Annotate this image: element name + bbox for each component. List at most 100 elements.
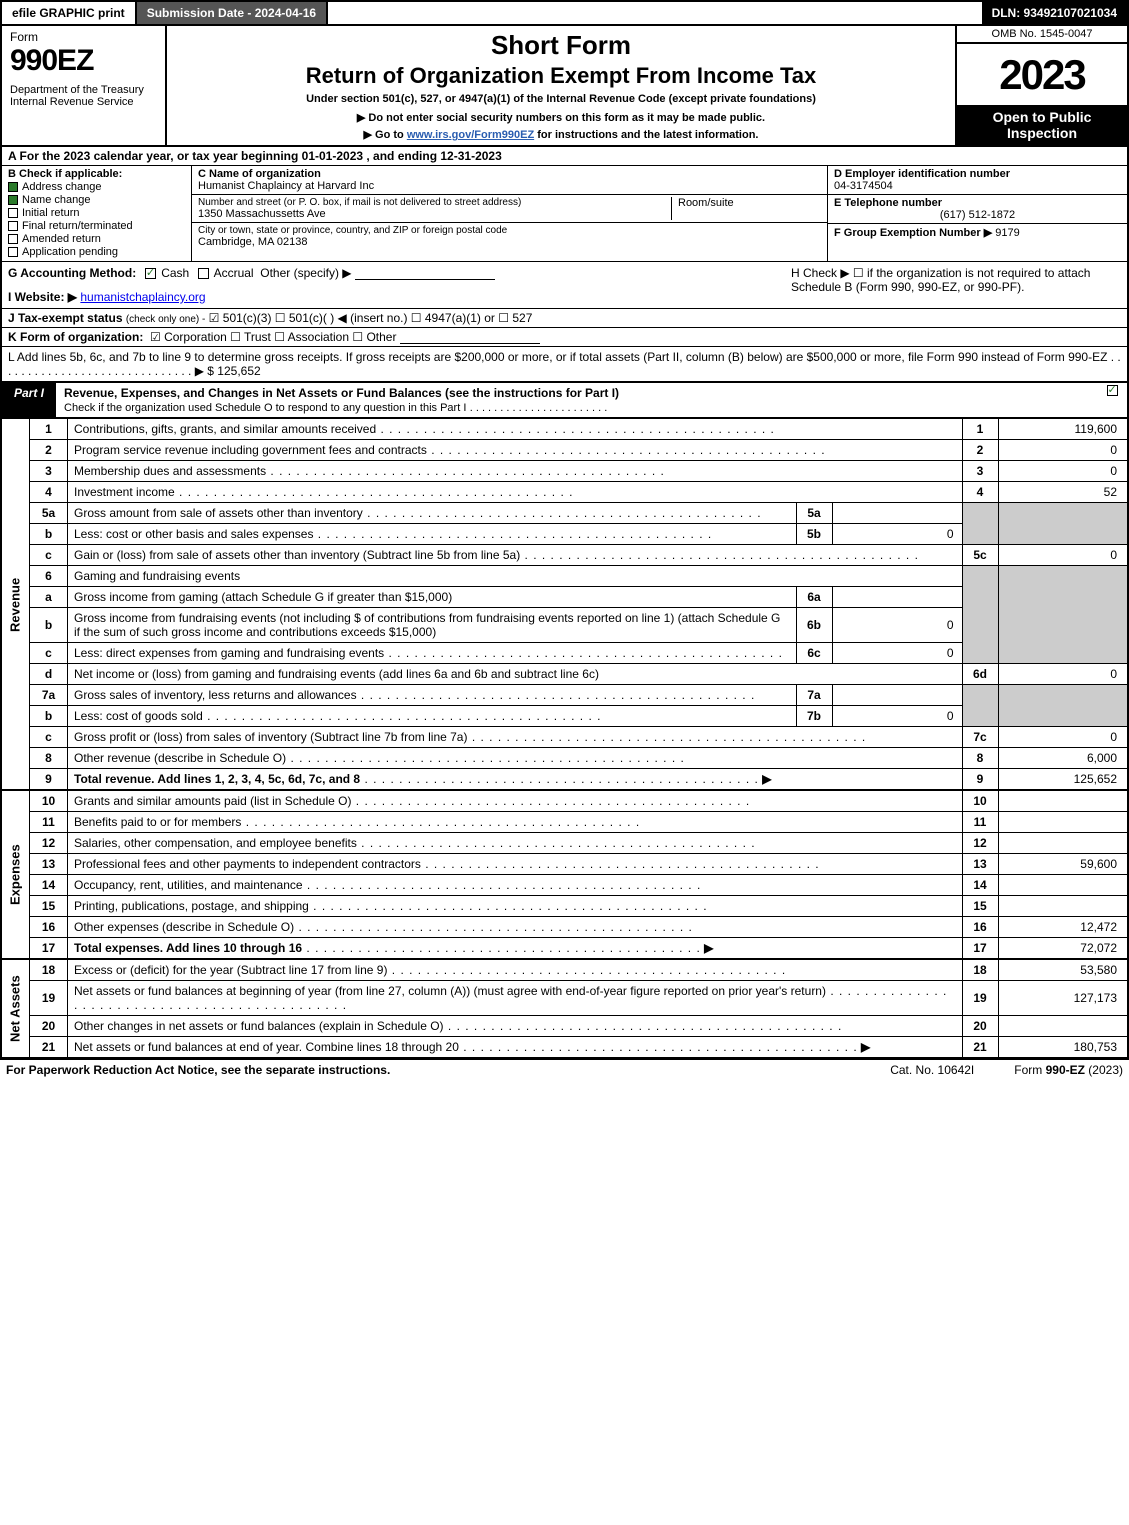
line-desc: Gross profit or (loss) from sales of inv… xyxy=(74,730,467,744)
line-7b: b Less: cost of goods sold 7b 0 xyxy=(1,706,1128,727)
line-num: 12 xyxy=(30,833,68,854)
cb-final-return[interactable]: Final return/terminated xyxy=(8,220,185,232)
line-6b: b Gross income from fundraising events (… xyxy=(1,608,1128,643)
line-11: 11 Benefits paid to or for members 11 xyxy=(1,812,1128,833)
line-desc: Grants and similar amounts paid (list in… xyxy=(74,794,351,808)
line-15: 15 Printing, publications, postage, and … xyxy=(1,896,1128,917)
line-num: 11 xyxy=(30,812,68,833)
f-group-exemption: F Group Exemption Number ▶ 9179 xyxy=(828,224,1127,241)
line-desc: Occupancy, rent, utilities, and maintena… xyxy=(74,878,303,892)
line-desc: Membership dues and assessments xyxy=(74,464,266,478)
city-label: City or town, state or province, country… xyxy=(198,225,507,236)
short-form-title: Short Form xyxy=(175,30,947,61)
part-1-checkbox[interactable] xyxy=(1097,383,1127,417)
right-val xyxy=(998,812,1128,833)
shaded-cell xyxy=(998,566,1128,664)
right-num: 15 xyxy=(962,896,998,917)
right-num: 19 xyxy=(962,981,998,1016)
form-header: Form 990EZ Department of the Treasury In… xyxy=(0,26,1129,147)
line-desc: Salaries, other compensation, and employ… xyxy=(74,836,357,850)
sub3-pre: ▶ Go to xyxy=(364,129,407,141)
right-num: 8 xyxy=(962,748,998,769)
c-city: City or town, state or province, country… xyxy=(192,223,827,250)
mid-val xyxy=(832,587,962,608)
line-desc: Total expenses. Add lines 10 through 16 xyxy=(74,941,302,955)
form-word: Form xyxy=(10,30,157,44)
g-cash: Cash xyxy=(161,266,189,280)
right-val: 52 xyxy=(998,482,1128,503)
irs-link[interactable]: www.irs.gov/Form990EZ xyxy=(407,129,534,141)
line-desc: Printing, publications, postage, and shi… xyxy=(74,899,309,913)
mid-num: 6b xyxy=(796,608,832,643)
cb-accrual[interactable] xyxy=(198,268,209,279)
line-6d: d Net income or (loss) from gaming and f… xyxy=(1,664,1128,685)
cb-name-change[interactable]: Name change xyxy=(8,194,185,206)
cb-amended-return[interactable]: Amended return xyxy=(8,233,185,245)
g-other-blank[interactable] xyxy=(355,268,495,280)
k-other-blank[interactable] xyxy=(400,332,540,344)
part-1-header: Part I Revenue, Expenses, and Changes in… xyxy=(0,382,1129,419)
row-a-calendar-year: A For the 2023 calendar year, or tax yea… xyxy=(0,147,1129,166)
footer-post: (2023) xyxy=(1085,1063,1123,1077)
right-num: 2 xyxy=(962,440,998,461)
cb-label: Final return/terminated xyxy=(22,220,133,232)
line-num: 10 xyxy=(30,790,68,812)
line-5a: 5a Gross amount from sale of assets othe… xyxy=(1,503,1128,524)
right-val: 0 xyxy=(998,461,1128,482)
line-2: 2 Program service revenue including gove… xyxy=(1,440,1128,461)
line-desc: Excess or (deficit) for the year (Subtra… xyxy=(74,963,387,977)
line-num: a xyxy=(30,587,68,608)
line-num: 19 xyxy=(30,981,68,1016)
org-info-block: B Check if applicable: Address change Na… xyxy=(0,166,1129,262)
arrow-icon: ▶ xyxy=(861,1040,870,1054)
right-val: 53,580 xyxy=(998,959,1128,981)
part-1-title-text: Revenue, Expenses, and Changes in Net As… xyxy=(64,386,619,400)
line-num: b xyxy=(30,524,68,545)
dln: DLN: 93492107021034 xyxy=(982,2,1127,24)
line-num: 4 xyxy=(30,482,68,503)
line-num: 7a xyxy=(30,685,68,706)
part-1-title: Revenue, Expenses, and Changes in Net As… xyxy=(56,383,1097,417)
i-label: I Website: ▶ xyxy=(8,290,77,304)
d-ein: D Employer identification number 04-3174… xyxy=(828,166,1127,195)
line-desc: Gain or (loss) from sale of assets other… xyxy=(74,548,520,562)
line-num: 17 xyxy=(30,938,68,960)
line-num: c xyxy=(30,643,68,664)
right-val xyxy=(998,896,1128,917)
street-value: 1350 Massachussetts Ave xyxy=(198,208,671,220)
right-num: 20 xyxy=(962,1016,998,1037)
paperwork-notice: For Paperwork Reduction Act Notice, see … xyxy=(6,1063,850,1077)
mid-val: 0 xyxy=(832,706,962,727)
right-val: 0 xyxy=(998,440,1128,461)
right-val: 12,472 xyxy=(998,917,1128,938)
cb-label: Initial return xyxy=(22,207,79,219)
right-val xyxy=(998,790,1128,812)
right-num: 5c xyxy=(962,545,998,566)
cb-address-change[interactable]: Address change xyxy=(8,181,185,193)
j-sub: (check only one) - xyxy=(126,314,205,325)
checkbox-icon xyxy=(8,221,18,231)
line-num: c xyxy=(30,727,68,748)
cb-cash[interactable] xyxy=(145,268,156,279)
right-val: 0 xyxy=(998,664,1128,685)
line-num: 5a xyxy=(30,503,68,524)
d-value: 04-3174504 xyxy=(834,180,1121,192)
line-desc: Less: direct expenses from gaming and fu… xyxy=(74,646,384,660)
header-right: OMB No. 1545-0047 2023 Open to Public In… xyxy=(957,26,1127,145)
right-val xyxy=(998,875,1128,896)
website-link[interactable]: humanistchaplaincy.org xyxy=(80,290,205,304)
right-val: 127,173 xyxy=(998,981,1128,1016)
e-label: E Telephone number xyxy=(834,197,1121,209)
city-value: Cambridge, MA 02138 xyxy=(198,236,507,248)
efile-print[interactable]: efile GRAPHIC print xyxy=(2,2,137,24)
header-sub1: Under section 501(c), 527, or 4947(a)(1)… xyxy=(175,93,947,105)
cb-initial-return[interactable]: Initial return xyxy=(8,207,185,219)
side-label-revenue: Revenue xyxy=(1,419,30,790)
line-9: 9 Total revenue. Add lines 1, 2, 3, 4, 5… xyxy=(1,769,1128,791)
cb-application-pending[interactable]: Application pending xyxy=(8,246,185,258)
d-label: D Employer identification number xyxy=(834,168,1121,180)
h-text: H Check ▶ ☐ if the organization is not r… xyxy=(791,266,1090,294)
line-desc: Net assets or fund balances at beginning… xyxy=(74,984,826,998)
shaded-cell xyxy=(962,503,998,545)
mid-num: 7a xyxy=(796,685,832,706)
